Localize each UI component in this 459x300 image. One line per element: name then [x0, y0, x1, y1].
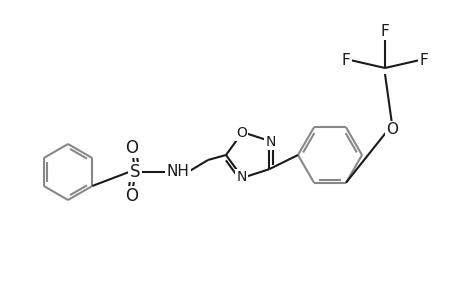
Text: O: O: [125, 187, 138, 205]
Text: F: F: [380, 23, 388, 38]
Text: O: O: [235, 126, 246, 140]
Text: F: F: [419, 52, 427, 68]
Text: S: S: [129, 163, 140, 181]
Text: O: O: [385, 122, 397, 137]
Text: N: N: [236, 170, 246, 184]
Text: N: N: [265, 135, 275, 149]
Text: NH: NH: [166, 164, 189, 179]
Text: O: O: [125, 139, 138, 157]
Text: F: F: [341, 52, 350, 68]
